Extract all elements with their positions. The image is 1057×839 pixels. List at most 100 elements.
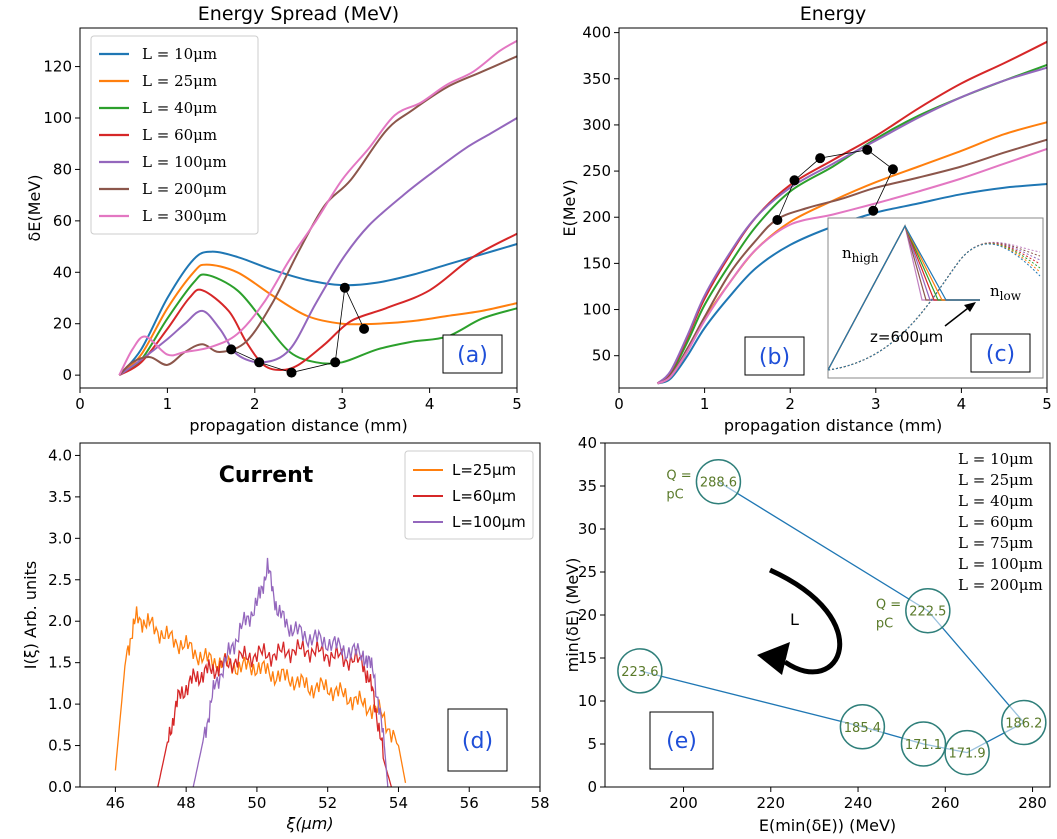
x-tick-label: 2: [250, 395, 260, 413]
x-tick-label: 46: [106, 794, 125, 812]
y-axis-label: min(δE) (MeV): [563, 558, 582, 673]
series-line: [656, 66, 1048, 385]
data-point-circle: [695, 458, 742, 505]
panel-label: (c): [986, 342, 1015, 367]
x-tick-label: 4: [957, 395, 967, 413]
marker-point: [254, 357, 265, 368]
x-axis-label: ξ(μm): [285, 814, 333, 833]
series-line: [157, 639, 393, 788]
x-tick-label: 3: [871, 395, 881, 413]
charge-unit: pC: [666, 488, 683, 503]
charge-label: Q =: [876, 598, 901, 613]
x-tick-label: 240: [844, 794, 873, 812]
x-tick-label: 2: [785, 395, 795, 413]
x-tick-label: 48: [177, 794, 196, 812]
y-tick-label: 300: [582, 116, 611, 134]
x-tick-label: 4: [425, 395, 435, 413]
marker-point: [887, 164, 898, 175]
series-line: [118, 232, 518, 376]
data-point-circle: [1001, 699, 1047, 746]
data-point-value: 222.5: [909, 605, 946, 620]
marker-point: [815, 153, 826, 164]
y-tick-label: 4.0: [48, 446, 72, 464]
data-point-circle: [944, 729, 990, 776]
rotation-arrow-head: [757, 642, 790, 675]
legend-label: L = 200μm: [142, 180, 227, 198]
y-tick-label: 30: [578, 520, 597, 538]
chart-title: Energy Spread (MeV): [198, 3, 399, 25]
y-tick-label: 40: [578, 434, 597, 452]
panel-e: 288.6 Q = pC 222.5 Q = pC 186.2 171.9 171.1 185.4…: [563, 434, 1051, 835]
y-tick-label: 400: [582, 24, 611, 42]
charge-label: Q =: [666, 469, 691, 484]
y-tick-label: 80: [53, 160, 72, 178]
x-tick-label: 54: [389, 794, 408, 812]
y-tick-label: 0.5: [48, 737, 72, 755]
legend-label: L = 100μm: [958, 555, 1043, 573]
y-tick-label: 25: [578, 563, 597, 581]
marker-point: [772, 215, 783, 225]
arrow-label: L: [790, 610, 799, 629]
series-line: [118, 263, 518, 376]
data-point-circle: [617, 648, 663, 694]
x-tick-label: 58: [530, 794, 549, 812]
marker-point: [226, 344, 237, 355]
z-arrow-head: [964, 302, 976, 312]
x-tick-label: 1: [163, 395, 173, 413]
data-point-value: 171.9: [948, 747, 985, 762]
y-tick-label: 0: [587, 778, 597, 796]
marker-point: [862, 144, 873, 155]
y-tick-label: 200: [582, 208, 611, 226]
legend-label: L = 25μm: [142, 72, 217, 90]
legend-label: L = 10μm: [958, 450, 1033, 468]
y-tick-label: 1.0: [48, 695, 72, 713]
panel-label: (b): [759, 345, 790, 370]
y-tick-label: 150: [582, 254, 611, 272]
y-tick-label: 3.5: [48, 488, 72, 506]
y-tick-label: 100: [43, 109, 72, 127]
y-tick-label: 15: [578, 649, 597, 667]
rotation-arrow: [768, 567, 843, 675]
marker-point: [286, 367, 297, 378]
legend-label: L = 10μm: [142, 45, 217, 63]
legend-label: L = 60μm: [142, 126, 217, 144]
x-tick-label: 56: [460, 794, 479, 812]
series-line: [657, 147, 1048, 385]
x-tick-label: 0: [75, 395, 85, 413]
z-label: z=600μm: [870, 328, 943, 346]
legend-label: L=100μm: [452, 513, 526, 531]
panel-label: (a): [457, 343, 488, 368]
y-tick-label: 10: [578, 692, 597, 710]
y-tick-label: 20: [53, 315, 72, 333]
legend-box: [404, 450, 534, 540]
y-axis-label: E(MeV): [560, 179, 579, 236]
data-point-value: 186.2: [1005, 717, 1042, 732]
x-axis-label: propagation distance (mm): [189, 416, 407, 435]
density-profile: [827, 224, 980, 371]
legend-label: L = 60μm: [958, 513, 1033, 531]
panel-label-box: [442, 334, 503, 374]
marker-path: [231, 286, 365, 373]
data-point-value: 223.6: [621, 665, 658, 680]
panel-label-box: [970, 333, 1031, 373]
legend-label: L = 75μm: [958, 534, 1033, 552]
y-tick-label: 3.0: [48, 529, 72, 547]
y-tick-label: 0: [62, 366, 72, 384]
density-dotted: [827, 241, 1041, 371]
panel-label: (e): [666, 729, 697, 754]
panel-b: 0 1 2 3 4 5 50 100 150 200 250 300 350 400 Energy propa…: [560, 3, 1052, 435]
marker-point: [339, 282, 350, 293]
data-point-circle: [900, 721, 947, 767]
series-line: [118, 40, 518, 376]
marker-point: [330, 357, 341, 368]
panel-a: 0 1 2 3 4 5 0 20 40 60 80 100 120 Energy Spread (MeV)…: [25, 3, 522, 435]
x-tick-label: 260: [931, 794, 960, 812]
legend-label: L=25μm: [452, 461, 516, 479]
y-tick-label: 1.5: [48, 654, 72, 672]
data-point-circle: [905, 587, 951, 634]
y-tick-label: 250: [582, 162, 611, 180]
x-tick-label: 50: [247, 794, 266, 812]
marker-point: [868, 205, 879, 216]
legend-label: L = 40μm: [958, 492, 1033, 510]
